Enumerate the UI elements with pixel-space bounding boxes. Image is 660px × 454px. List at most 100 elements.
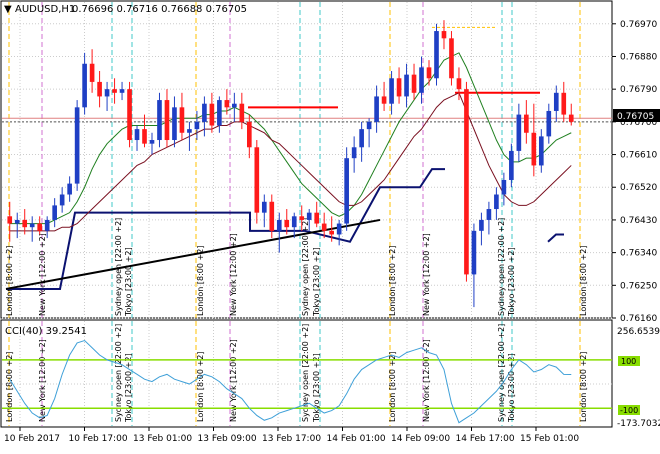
candle-body xyxy=(434,31,439,79)
candle-body xyxy=(276,219,282,231)
x-tick-label: 13 Feb 01:00 xyxy=(133,434,192,444)
candle-body xyxy=(561,92,567,115)
trendline xyxy=(5,218,381,290)
candle-body xyxy=(479,219,484,231)
y-tick-label: 0.76700 xyxy=(620,118,657,128)
candle-body xyxy=(299,216,305,220)
candles xyxy=(7,20,574,308)
candle-body xyxy=(336,223,342,235)
candle-body xyxy=(202,103,207,122)
session-label: New York [12:00 +2] xyxy=(422,339,431,422)
candle-body xyxy=(509,150,514,180)
header-arrow-icon: ▼ xyxy=(4,4,12,15)
candle-body xyxy=(112,89,117,93)
candle-body xyxy=(142,129,147,144)
session-label: Sydney open [22:00 +2] xyxy=(114,324,123,422)
chart-symbol-timeframe: AUDUSD,H1 xyxy=(15,4,75,15)
session-label: Tokyo [23:00 +2] xyxy=(124,353,133,423)
y-tick-label: 0.76430 xyxy=(620,216,657,226)
candle-body xyxy=(501,179,507,195)
drawn-objects[interactable] xyxy=(2,26,612,409)
price-axis: 0.76970 0.76880 0.76790 0.76700 0.76610 0.765… xyxy=(612,20,657,324)
session-label: Tokyo [23:00 +2] xyxy=(124,247,133,317)
candle-body xyxy=(127,89,132,141)
candle-body xyxy=(464,89,469,275)
candle-body xyxy=(471,230,477,275)
cci-line xyxy=(9,339,572,424)
candle-body xyxy=(97,81,102,97)
cci-level-m100-badge xyxy=(618,405,640,415)
session-label: London [8:00 +2] xyxy=(5,246,14,316)
candle-body xyxy=(29,223,35,228)
candle-body xyxy=(441,31,447,39)
candle-body xyxy=(224,100,230,108)
candle-body xyxy=(254,147,260,213)
x-tick-label: 14 Feb 01:00 xyxy=(327,434,386,444)
session-label: London [8:00 +2] xyxy=(196,246,205,316)
candle-body xyxy=(516,114,522,151)
session-label: New York [12:00 +2] xyxy=(422,233,431,316)
current-price-value: 0.76705 xyxy=(617,112,654,122)
y-tick-label: 0.76250 xyxy=(620,281,657,291)
cci-level-100: 100 xyxy=(621,357,636,366)
candle-body xyxy=(104,89,110,97)
candle-body xyxy=(247,121,252,148)
candle-body xyxy=(351,147,357,159)
candle-body xyxy=(306,212,312,220)
session-label: London [8:00 +2] xyxy=(388,246,397,316)
y-tick-label: 0.76340 xyxy=(620,249,657,259)
candle-body xyxy=(314,212,320,224)
cci-scale-bottom: -173.7032 xyxy=(617,419,660,429)
candle-body xyxy=(374,96,379,122)
candle-body xyxy=(269,201,275,231)
candle-body xyxy=(344,158,349,224)
candle-body xyxy=(14,219,20,224)
candle-body xyxy=(157,100,162,141)
candle-body xyxy=(381,96,387,104)
candle-body xyxy=(37,223,43,231)
y-tick-label: 0.76520 xyxy=(620,183,657,193)
candle-body xyxy=(449,38,454,79)
session-label: Tokyo [23:00 +2] xyxy=(312,353,321,423)
cci-series-line xyxy=(9,339,572,424)
candle-body xyxy=(179,107,185,133)
time-axis: 10 Feb 2017 10 Feb 17:00 13 Feb 01:00 13 Fe… xyxy=(4,427,579,444)
candle-body xyxy=(134,129,140,141)
ma-slow-line xyxy=(9,92,572,232)
navy-step-line xyxy=(547,233,564,243)
candle-body xyxy=(172,107,177,141)
ma-fast-line xyxy=(9,52,572,225)
candle-body xyxy=(67,183,72,195)
cci-level-100-badge xyxy=(618,356,640,366)
candle-body xyxy=(44,219,50,231)
candle-body xyxy=(486,209,492,220)
candle-body xyxy=(419,67,424,93)
candle-body xyxy=(22,219,28,228)
cci-indicator-area[interactable] xyxy=(0,319,613,428)
session-label: Sydney open [22:00 +2] xyxy=(114,218,123,316)
candle-body xyxy=(396,78,402,97)
session-label: Tokyo [23:00 +2] xyxy=(507,247,516,317)
candle-body xyxy=(456,78,462,90)
y-tick-label: 0.76610 xyxy=(620,151,657,161)
candle-body xyxy=(366,121,372,130)
candle-body xyxy=(232,103,237,108)
session-label: Sydney open [22:00 +2] xyxy=(497,218,506,316)
candle-body xyxy=(321,223,327,231)
y-tick-label: 0.76970 xyxy=(620,20,657,30)
candle-body xyxy=(359,129,364,148)
candle-body xyxy=(194,121,200,130)
candle-body xyxy=(494,194,499,210)
candle-body xyxy=(329,230,334,235)
candle-body xyxy=(568,114,574,122)
session-label: Sydney open [22:00 +2] xyxy=(301,218,310,316)
candle-body xyxy=(52,205,57,220)
candle-body xyxy=(164,100,170,141)
session-label: Tokyo [23:00 +2] xyxy=(312,247,321,317)
y-tick-label: 0.76880 xyxy=(620,52,657,62)
x-tick-label: 10 Feb 2017 xyxy=(4,434,60,444)
moving-averages xyxy=(9,52,572,232)
y-tick-label: 0.76790 xyxy=(620,85,657,95)
